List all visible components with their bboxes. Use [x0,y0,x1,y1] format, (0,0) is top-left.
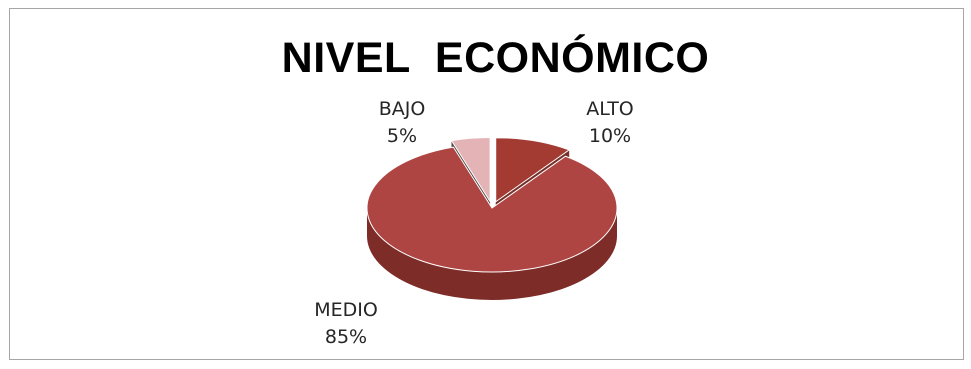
pie-slice-alto [495,137,571,203]
slice-label-medio: MEDIO 85% [291,297,401,351]
slice-name-alto: ALTO [586,98,634,120]
pie-slice-medio [366,146,618,273]
pie-side-medio-0 [367,208,617,300]
slice-percent-bajo: 5% [386,125,418,147]
slice-percent-alto: 10% [588,125,632,147]
pie-slice-bajo [450,136,491,204]
slice-label-alto: ALTO 10% [555,96,665,150]
slice-name-medio: MEDIO [314,299,378,321]
slice-name-bajo: BAJO [378,98,426,120]
slice-percent-medio: 85% [324,326,368,348]
slice-label-bajo: BAJO 5% [347,96,457,150]
chart-title: NIVEL ECONÓMICO [281,34,710,82]
